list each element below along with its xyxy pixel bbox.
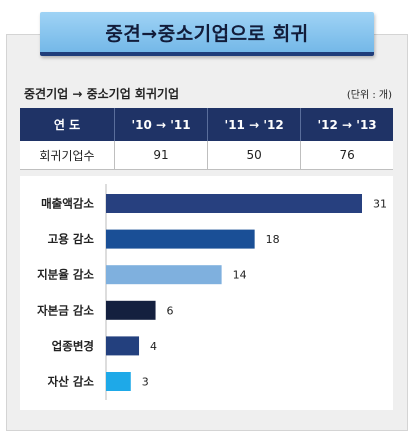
table-header-cell: '10 → '11 [113,108,208,141]
unit-label: (단위 : 개) [346,90,392,101]
bar [106,229,255,249]
category-label: 자산 감소 [48,375,95,389]
section-subtitle: 중견기업 → 중소기업 회귀기업 [24,87,180,101]
category-label: 매출액감소 [41,197,94,211]
table-header-row: 연 도 '10 → '11 '11 → '12 '12 → '13 [20,108,393,141]
table-row: 회귀기업수 91 50 76 [20,141,393,170]
bar-chart-svg: 매출액감소 31 고용 감소 18 지분율 감소 14 자본금 감소 6 업종변경 4 자산 감소 3 [37,184,387,400]
data-label: 3 [142,376,149,389]
category-label: 자본금 감소 [37,303,94,317]
category-label: 고용 감소 [48,232,95,246]
table-cell: 76 [300,141,393,170]
table-cell: 50 [207,141,301,170]
summary-table: 연 도 '10 → '11 '11 → '12 '12 → '13 회귀기업수 … [20,108,393,170]
bar [106,300,156,320]
bar [106,372,131,391]
table-header-cell: 연 도 [20,108,115,141]
table-header-cell: '11 → '12 [207,108,301,141]
page-title: 중견→중소기업으로 회귀 [40,12,374,56]
data-label: 4 [150,340,157,353]
bar [106,336,140,356]
bar-chart: 매출액감소 31 고용 감소 18 지분율 감소 14 자본금 감소 6 업종변경 4 자산 감소 3 [20,176,393,410]
data-label: 18 [266,233,280,246]
category-label: 지분율 감소 [37,268,94,282]
table-row-label: 회귀기업수 [20,141,115,170]
table-header-cell: '12 → '13 [300,108,393,141]
table-cell: 91 [113,141,208,170]
bar [106,265,222,285]
category-label: 업종변경 [52,339,94,353]
data-label: 6 [167,304,174,317]
data-label: 14 [233,269,247,282]
bar [106,194,362,213]
data-label: 31 [373,198,387,211]
